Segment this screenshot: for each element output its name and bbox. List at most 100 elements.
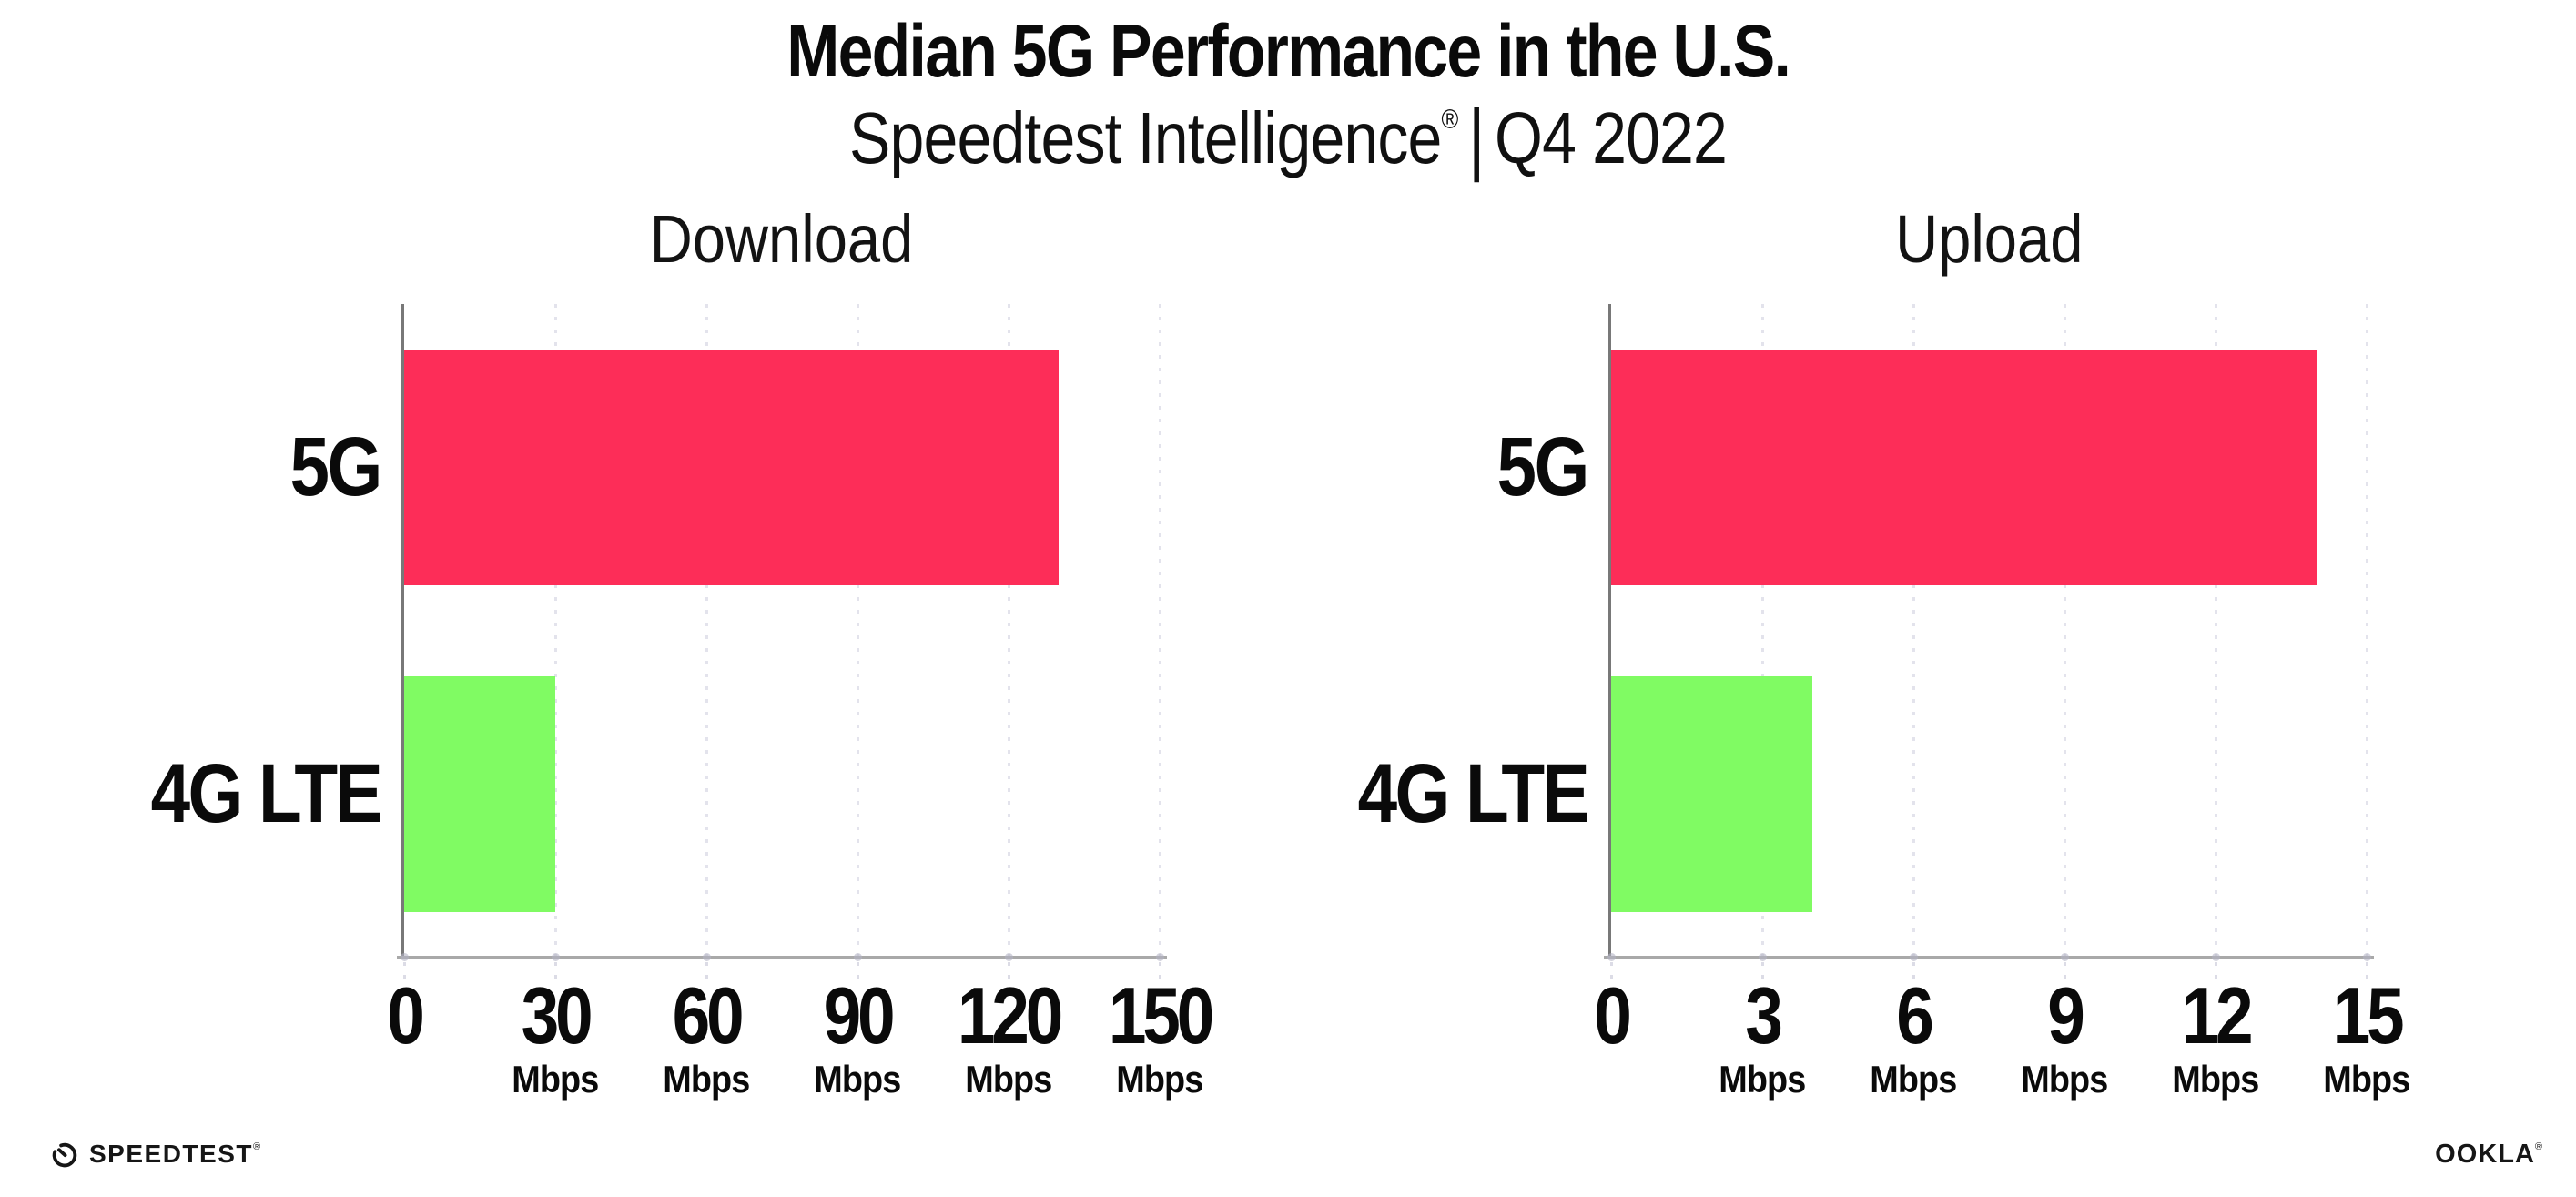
tick-mark [553, 962, 557, 980]
x-tick-unit: Mbps [507, 1060, 603, 1099]
category-label-text: 4G LTE [150, 747, 382, 840]
ookla-trademark-icon: ® [2534, 1141, 2543, 1152]
x-tick-label: 60 Mbps [588, 976, 825, 1099]
gridline [2063, 304, 2066, 958]
x-tick-value: 9 [2044, 970, 2085, 1060]
panel-title: Download [404, 197, 1160, 280]
tick-mark [1609, 962, 1613, 980]
axis-tick-dot [551, 953, 560, 961]
speedtest-logo-text: SPEEDTEST® [89, 1140, 262, 1168]
tick-mark [402, 962, 406, 980]
x-tick-label: 150 Mbps [1041, 970, 1278, 1099]
x-tick-label: 30 Mbps [437, 970, 674, 1099]
tick-mark [2063, 962, 2066, 980]
x-tick-unit-text: Mbps [1719, 1057, 1806, 1101]
x-tick-unit: Mbps [1714, 1060, 1810, 1099]
bar-5g [1611, 350, 2317, 585]
x-tick-unit: Mbps [658, 1060, 755, 1099]
subtitle-period: Q4 2022 [1495, 97, 1728, 178]
x-tick-unit-text: Mbps [814, 1057, 901, 1101]
gridline [1760, 304, 1764, 958]
x-tick-value: 60 [666, 976, 746, 1056]
panel-title-text: Upload [1894, 200, 2084, 277]
x-axis-line [1604, 956, 2374, 959]
x-tick-value-text: 0 [387, 970, 425, 1060]
axis-tick-dot [1607, 953, 1616, 961]
axis-tick-dot [1004, 953, 1013, 961]
x-tick-value-text: 90 [823, 970, 896, 1060]
x-tick-value: 15 [2327, 976, 2407, 1056]
tick-mark [1760, 962, 1764, 980]
y-axis-line [1608, 304, 1611, 958]
x-tick-label: 6 Mbps [1795, 970, 2032, 1099]
axis-tick-dot [1758, 953, 1767, 961]
registered-trademark-icon: ® [1441, 105, 1458, 135]
axis-tick-dot [1155, 953, 1164, 961]
x-tick-value: 120 [948, 970, 1069, 1060]
tick-mark [1158, 962, 1161, 980]
x-tick-value-text: 6 [1896, 970, 1934, 1060]
x-tick-unit-text: Mbps [2172, 1057, 2259, 1101]
axis-tick-dot [2362, 953, 2371, 961]
x-tick-value: 0 [384, 970, 425, 1060]
x-tick-unit: Mbps [1111, 1060, 1208, 1099]
x-tick-label: 120 Mbps [890, 970, 1127, 1099]
gridline [1912, 304, 1915, 958]
x-tick-value: 150 [1100, 970, 1220, 1060]
x-tick-label: 12 Mbps [2097, 976, 2334, 1101]
x-tick-unit-text: Mbps [2021, 1057, 2108, 1101]
tick-mark [705, 962, 708, 980]
panel-title-text: Download [650, 200, 914, 277]
gridline [2365, 304, 2368, 958]
x-tick-value: 6 [1893, 970, 1934, 1060]
x-tick-unit: Mbps [809, 1060, 906, 1099]
bar-5g [404, 350, 1060, 585]
download-chart: Download 5G 4G LTE 0 30 Mbps 60 Mbps 90 Mbps 120 Mb… [150, 201, 1214, 1099]
x-tick-unit: Mbps [2318, 1060, 2415, 1099]
category-label-text: 5G [289, 421, 383, 513]
tick-mark [1912, 962, 1915, 980]
x-tick-unit-text: Mbps [1116, 1057, 1203, 1101]
bar-4g-lte [404, 676, 555, 912]
category-label-5g: 5G [1187, 400, 1590, 536]
panel-title: Upload [1611, 197, 2367, 280]
speedtest-gauge-icon [52, 1142, 77, 1168]
category-label-text: 4G LTE [1357, 747, 1589, 840]
x-tick-label: 9 Mbps [1946, 970, 2183, 1099]
page-subtitle: Speedtest Intelligence® | Q4 2022 [0, 94, 2576, 183]
x-tick-unit: Mbps [960, 1060, 1057, 1099]
x-axis-line [397, 956, 1167, 959]
x-tick-value-text: 150 [1108, 970, 1214, 1060]
page-subtitle-text: Speedtest Intelligence® | Q4 2022 [849, 94, 1728, 183]
x-tick-value: 12 [2175, 976, 2256, 1056]
x-tick-unit-text: Mbps [663, 1057, 750, 1101]
x-tick-value-text: 120 [957, 970, 1063, 1060]
x-tick-unit-text: Mbps [1870, 1057, 1957, 1101]
x-tick-unit: Mbps [2016, 1060, 2113, 1099]
category-label-4g-lte: 4G LTE [0, 726, 382, 863]
x-tick-unit: Mbps [1865, 1060, 1962, 1099]
x-tick-value-text: 30 [521, 970, 593, 1060]
subtitle-separator: | [1468, 93, 1485, 183]
x-tick-value-text: 3 [1745, 970, 1783, 1060]
axis-tick-dot [2211, 953, 2220, 961]
tick-mark [856, 962, 859, 980]
tick-mark [2365, 962, 2368, 980]
x-tick-unit-text: Mbps [512, 1057, 599, 1101]
tick-mark [1007, 962, 1010, 980]
x-tick-label: 15 Mbps [2248, 976, 2485, 1099]
x-tick-label: 0 [286, 970, 522, 1060]
upload-chart: Upload 5G 4G LTE 0 3 Mbps 6 Mbps 9 Mbps 12 Mbps 15 Mb… [1357, 201, 2410, 1099]
axis-tick-dot [1909, 953, 1918, 961]
x-tick-value-text: 9 [2047, 970, 2085, 1060]
category-label-5g: 5G [0, 400, 383, 536]
speedtest-logo: SPEEDTEST® [49, 1134, 262, 1174]
gridline [705, 304, 708, 958]
bar-4g-lte [1611, 676, 1813, 912]
gridline [1158, 304, 1161, 958]
x-tick-value: 0 [1591, 976, 1632, 1056]
x-tick-value: 90 [817, 970, 898, 1060]
ookla-logo-text: OOKLA [2435, 1140, 2535, 1169]
gridline [553, 304, 557, 958]
